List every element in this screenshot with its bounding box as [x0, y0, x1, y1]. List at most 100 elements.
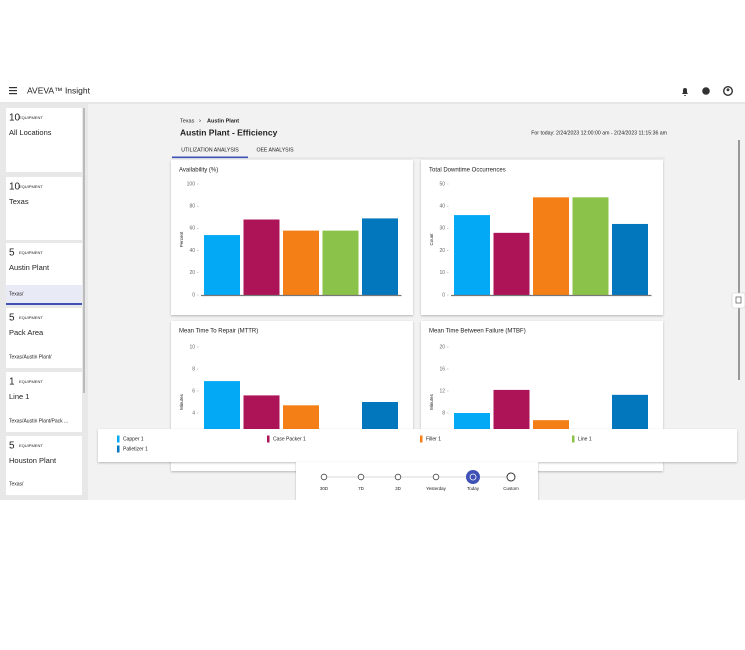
time-option[interactable]: [357, 473, 365, 481]
legend-swatch: [267, 435, 270, 443]
legend-label: Capper 1: [123, 436, 144, 442]
account-icon[interactable]: [723, 85, 734, 96]
time-option[interactable]: [432, 473, 440, 481]
date-range: For today: 2/24/2023 12:00:00 am - 2/24/…: [531, 130, 667, 136]
y-tick-label: 20: [439, 344, 445, 350]
bar: [362, 218, 398, 295]
chart-title: Mean Time To Repair (MTTR): [179, 329, 258, 335]
legend-panel: [98, 429, 737, 462]
y-tick-label: 4: [192, 410, 195, 416]
equipment-label: EQUIPMENT: [19, 115, 43, 120]
y-tick-label: 8: [192, 366, 195, 372]
bar: [572, 197, 609, 295]
location-path: Texas/Austin Plant/Pack ...: [9, 418, 68, 424]
breadcrumb-item[interactable]: Texas: [180, 118, 195, 124]
y-tick-label: 10: [189, 344, 195, 350]
time-option[interactable]: [394, 473, 402, 481]
y-tick-label: 12: [439, 388, 445, 394]
equipment-count: 10: [9, 113, 21, 124]
equipment-label: EQUIPMENT: [19, 315, 43, 320]
breadcrumb-separator: ›: [199, 119, 201, 125]
main-scrollbar[interactable]: [738, 140, 740, 380]
y-axis-label: Count: [429, 233, 434, 246]
location-card[interactable]: [6, 308, 82, 368]
y-tick-label: 10: [439, 270, 445, 276]
location-name: Houston Plant: [9, 456, 57, 465]
location-name: Line 1: [9, 392, 29, 401]
y-axis-label: Percent: [179, 231, 184, 247]
clock-icon: [469, 473, 477, 481]
time-option-selected[interactable]: [466, 470, 480, 484]
equipment-count: 5: [9, 313, 15, 324]
app-title: AVEVA™ Insight: [27, 85, 91, 95]
y-tick-label: 60: [189, 226, 195, 232]
equipment-count: 1: [9, 377, 15, 388]
y-tick-label: 80: [189, 204, 195, 210]
y-tick-label: 30: [439, 226, 445, 232]
time-option-label: Custom: [503, 486, 519, 491]
sidebar-scrollbar[interactable]: [83, 108, 85, 393]
y-tick-label: 20: [189, 270, 195, 276]
y-tick-label: 0: [192, 292, 195, 298]
bar: [243, 219, 280, 295]
y-tick-label: 16: [439, 366, 445, 372]
location-name: Austin Plant: [9, 263, 50, 272]
location-card[interactable]: [6, 177, 82, 240]
location-card[interactable]: [6, 436, 82, 495]
legend-swatch: [117, 435, 120, 443]
y-tick-label: 6: [192, 388, 195, 394]
time-range-bar: [296, 462, 538, 500]
legend-label: Case Packer 1: [273, 436, 306, 442]
chart-title: Total Downtime Occurrences: [429, 168, 506, 174]
equipment-count: 5: [9, 441, 15, 452]
location-name: All Locations: [9, 128, 52, 137]
y-tick-label: 40: [189, 248, 195, 254]
time-option-label: Today: [467, 486, 480, 491]
bar: [612, 223, 648, 295]
side-tool-button[interactable]: [731, 292, 745, 309]
legend-swatch: [117, 445, 120, 453]
time-option-label: 3D: [395, 486, 402, 491]
bar: [204, 235, 240, 295]
page-title: Austin Plant - Efficiency: [180, 127, 278, 137]
help-icon[interactable]: [702, 87, 710, 95]
active-tab-indicator: [172, 156, 248, 159]
equipment-count: 10: [9, 182, 21, 193]
y-tick-label: 20: [439, 248, 445, 254]
equipment-label: EQUIPMENT: [19, 379, 43, 384]
legend-label: Palletizer 1: [123, 446, 148, 452]
chart-title: Availability (%): [179, 168, 218, 174]
location-path: Texas/Austin Plant/: [9, 354, 52, 360]
menu-icon[interactable]: [9, 87, 17, 95]
location-card[interactable]: [6, 108, 82, 172]
time-option[interactable]: [506, 472, 516, 482]
tab[interactable]: UTILIZATION ANALYSIS: [181, 147, 239, 153]
side-tool-icon: [735, 296, 742, 304]
top-bar: [0, 80, 745, 103]
time-option-label: 30D: [320, 486, 329, 491]
y-tick-label: 40: [439, 204, 445, 210]
equipment-count: 5: [9, 248, 15, 259]
account-icon-head: [726, 88, 730, 92]
bar: [322, 230, 359, 295]
notification-icon[interactable]: [682, 88, 688, 96]
y-tick-label: 50: [439, 181, 445, 187]
bar: [454, 215, 490, 295]
location-name: Texas: [9, 197, 29, 206]
equipment-label: EQUIPMENT: [19, 184, 43, 189]
equipment-label: EQUIPMENT: [19, 443, 43, 448]
breadcrumb-item: Austin Plant: [207, 118, 239, 124]
equipment-label: EQUIPMENT: [19, 250, 43, 255]
location-card[interactable]: [6, 372, 82, 432]
selected-indicator: [6, 303, 82, 305]
location-path: Texas/: [9, 481, 24, 487]
location-name: Pack Area: [9, 328, 44, 337]
legend-label: Filler 1: [426, 436, 441, 442]
location-path: Texas/: [9, 291, 24, 297]
tab[interactable]: OEE ANALYSIS: [256, 147, 294, 153]
legend-swatch: [420, 435, 423, 443]
y-axis-label: Minutes: [429, 393, 434, 410]
bar: [533, 197, 569, 295]
time-option[interactable]: [320, 473, 328, 481]
